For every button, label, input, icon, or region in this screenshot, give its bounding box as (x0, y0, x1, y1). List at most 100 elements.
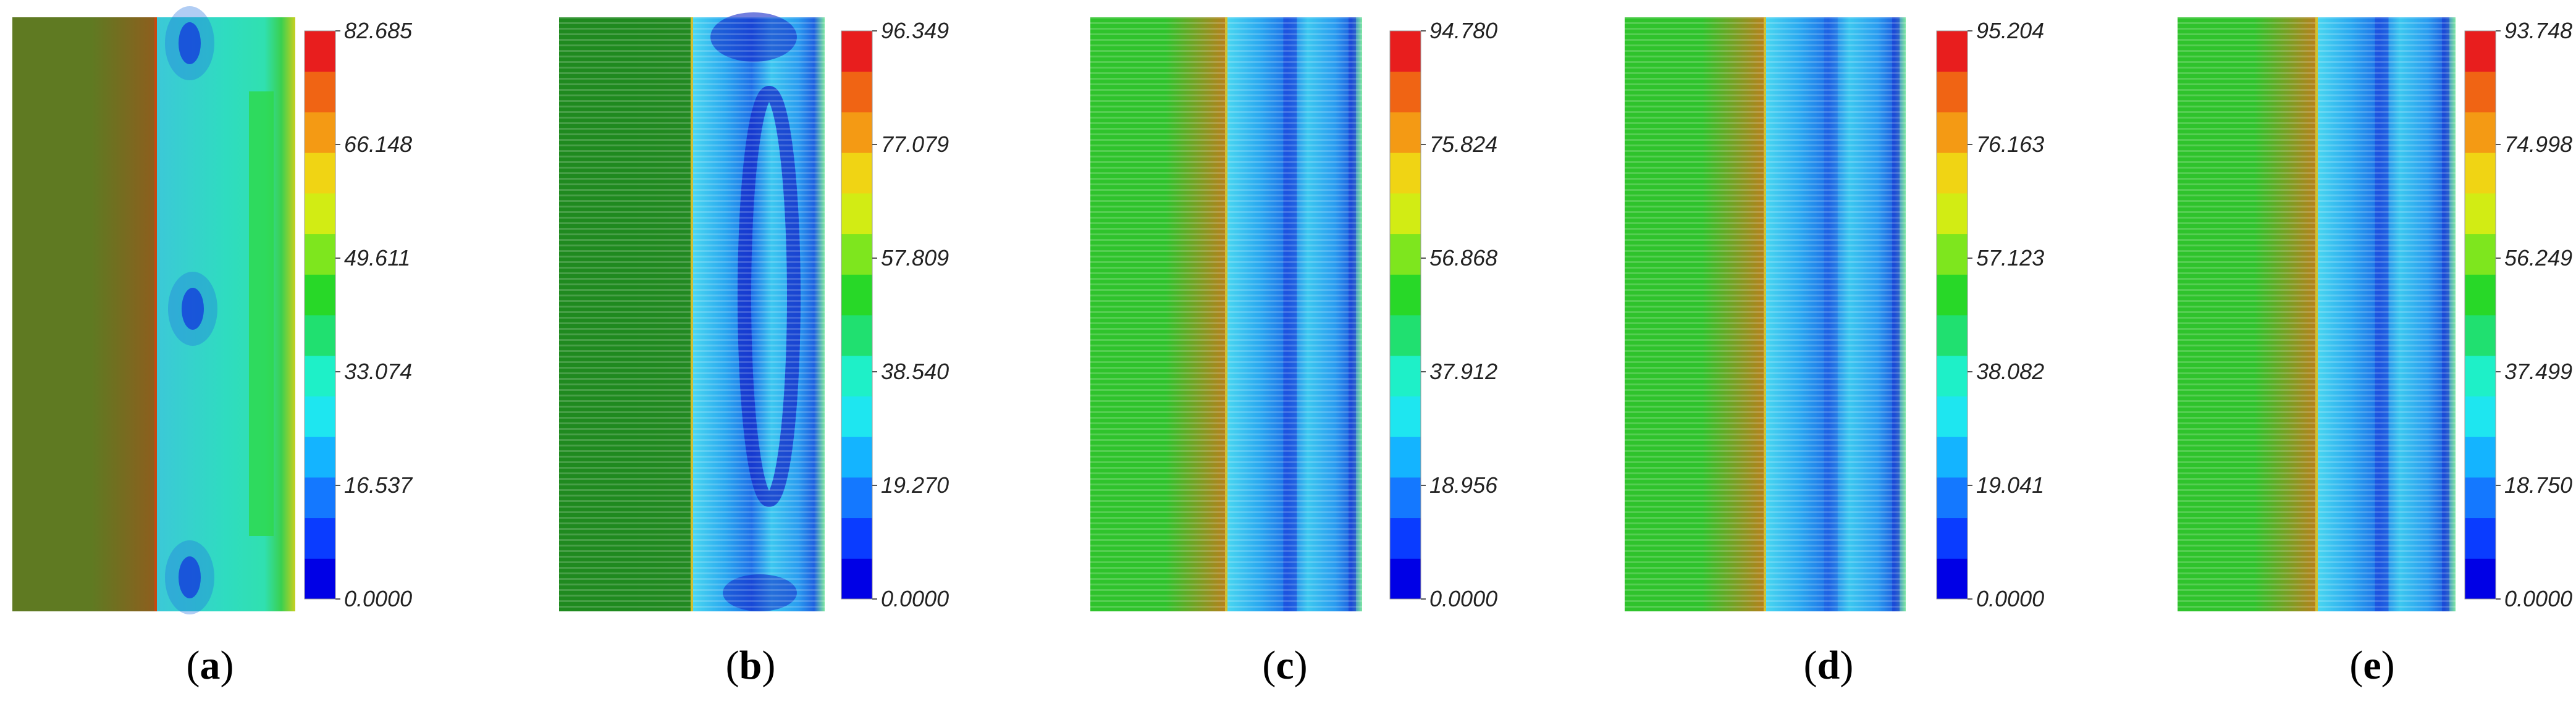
colorbar-segment (305, 233, 335, 275)
colorbar-segment (2465, 315, 2496, 356)
colorbar-tick-label: 18.750 (2504, 472, 2573, 498)
panel-a (12, 6, 340, 614)
colorbar-frame (1389, 30, 1421, 600)
colorbar-segment (841, 112, 872, 153)
colorbar-segment (841, 31, 872, 72)
colorbar-segment (1390, 355, 1421, 396)
colorbar-segment (2465, 193, 2496, 235)
colorbar-frame (841, 30, 873, 600)
vortex-halo (165, 540, 214, 614)
panel-label: c (1276, 643, 1294, 688)
wall-band (249, 91, 274, 536)
colorbar-tick-label: 16.537 (344, 472, 413, 498)
colorbar-segment (2465, 233, 2496, 275)
colorbar-segment (305, 355, 335, 396)
colorbar-segment (841, 315, 872, 356)
colorbar-segment (1390, 477, 1421, 519)
colorbar-segment (841, 517, 872, 559)
mesh-stripes-right (2317, 17, 2456, 611)
colorbar-segment (1390, 274, 1421, 316)
colorbar-tick-label: 0.0000 (2504, 586, 2573, 611)
colorbar-segment (1390, 233, 1421, 275)
colorbar-tick-label: 82.685 (344, 18, 413, 43)
colorbar-segment (1937, 112, 1968, 153)
colorbar-frame (2464, 30, 2496, 600)
colorbar-segment (305, 274, 335, 316)
colorbar-segment (841, 71, 872, 112)
colorbar-tick-label: 49.611 (344, 245, 411, 270)
panel-d (1625, 17, 1972, 611)
colorbar-tick-label: 19.041 (1976, 472, 2045, 498)
colorbar-segment (1390, 315, 1421, 356)
colorbar-tick-label: 95.204 (1976, 18, 2045, 43)
colorbar-tick-label: 93.748 (2504, 18, 2573, 43)
colorbar-tick-label: 37.499 (2504, 359, 2573, 384)
colorbar-segment (1390, 517, 1421, 559)
colorbar-segment (841, 396, 872, 437)
colorbar-tick-label: 38.540 (881, 359, 949, 384)
colorbar-segment (1937, 477, 1968, 519)
vortex-spot (182, 288, 204, 330)
colorbar-segment (305, 153, 335, 194)
colorbar-segment (841, 153, 872, 194)
plot-left-region (12, 17, 156, 611)
panel-caption: (d) (1803, 643, 1854, 688)
panel-caption: (a) (186, 643, 234, 688)
colorbar-tick-label: 0.0000 (1429, 586, 1498, 611)
panel-label: b (739, 643, 762, 688)
colorbar-tick-label: 0.0000 (881, 586, 949, 611)
colorbar-segment (1937, 193, 1968, 235)
colorbar-segment (2465, 31, 2496, 72)
colorbar-segment (1937, 437, 1968, 478)
colorbar-segment (2465, 517, 2496, 559)
colorbar-segment (1937, 396, 1968, 437)
colorbar-tick-label: 57.123 (1976, 245, 2045, 270)
mesh-stripes-right (1765, 17, 1906, 611)
colorbar-tick-label: 18.956 (1429, 472, 1498, 498)
colorbar-segment (2465, 437, 2496, 478)
colorbar-segment (305, 396, 335, 437)
colorbar-tick-label: 76.163 (1976, 132, 2045, 157)
colorbar-segment (305, 315, 335, 356)
colorbar-tick-label: 33.074 (344, 359, 413, 384)
panel-caption: (b) (725, 643, 776, 688)
colorbar-segment (1937, 71, 1968, 112)
colorbar-segment (305, 517, 335, 559)
panel-label: a (200, 643, 221, 688)
colorbar-segment (305, 193, 335, 235)
colorbar-tick-label: 37.912 (1429, 359, 1498, 384)
panel-caption: (c) (1262, 643, 1308, 688)
colorbar-segment (1390, 112, 1421, 153)
panel-label: e (2363, 643, 2381, 688)
panel-label: d (1817, 643, 1840, 688)
colorbar-tick-label: 0.0000 (344, 586, 413, 611)
colorbar-segment (1937, 558, 1968, 600)
colorbar-frame (304, 30, 336, 600)
colorbar-segment (1390, 558, 1421, 600)
colorbar-segment (305, 477, 335, 519)
colorbar-segment (2465, 112, 2496, 153)
colorbar-segment (841, 437, 872, 478)
colorbar-segment (2465, 396, 2496, 437)
colorbar-segment (841, 274, 872, 316)
colorbar-segment (305, 71, 335, 112)
colorbar-segment (305, 558, 335, 600)
colorbar-tick-label: 77.079 (881, 132, 949, 157)
colorbar-segment (1390, 31, 1421, 72)
colorbar-tick-label: 66.148 (344, 132, 413, 157)
colorbar-segment (2465, 153, 2496, 194)
colorbar-segment (1937, 274, 1968, 316)
colorbar-tick-label: 96.349 (881, 18, 949, 43)
colorbar-tick-label: 0.0000 (1976, 586, 2045, 611)
colorbar-segment (1937, 355, 1968, 396)
colorbar-segment (1937, 31, 1968, 72)
colorbar-segment (305, 31, 335, 72)
colorbar-segment (841, 233, 872, 275)
colorbar-segment (1937, 315, 1968, 356)
colorbar-tick-label: 56.868 (1429, 245, 1498, 270)
vortex-halo (168, 272, 217, 346)
colorbar-tick-label: 38.082 (1976, 359, 2045, 384)
colorbar-segment (1390, 71, 1421, 112)
colorbar-segment (1390, 193, 1421, 235)
